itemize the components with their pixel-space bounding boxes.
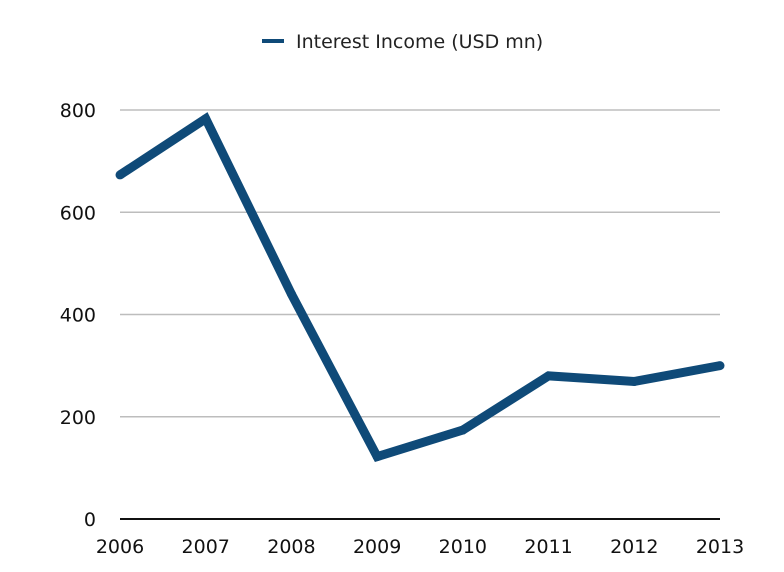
x-tick-label-2012: 2012 [610,536,658,558]
data-point-2007 [201,114,211,124]
data-point-2008 [286,289,296,299]
y-tick-label-800: 800 [60,100,96,122]
data-point-2011 [544,371,554,381]
y-axis-tick-labels: 0 200 400 600 800 [60,100,96,531]
x-axis-tick-labels: 2006 2007 2008 2009 2010 2011 2012 2013 [96,536,744,558]
x-tick-label-2007: 2007 [182,536,230,558]
data-point-2010 [458,425,468,435]
data-point-2006 [115,170,125,180]
y-tick-label-600: 600 [60,202,96,224]
series-points [115,114,725,462]
y-tick-label-200: 200 [60,407,96,429]
legend: Interest Income (USD mn) [262,31,543,53]
gridlines [120,109,720,418]
x-tick-label-2011: 2011 [524,536,572,558]
x-tick-label-2010: 2010 [439,536,487,558]
x-tick-label-2006: 2006 [96,536,144,558]
data-point-2012 [629,376,639,386]
y-tick-label-400: 400 [60,305,96,327]
x-tick-label-2009: 2009 [353,536,401,558]
x-tick-label-2008: 2008 [267,536,315,558]
series-line-interest-income [117,112,721,463]
legend-label: Interest Income (USD mn) [296,31,543,53]
data-point-2013 [715,361,725,371]
data-point-2009 [372,452,382,462]
x-tick-label-2013: 2013 [696,536,744,558]
y-tick-label-0: 0 [84,509,96,531]
